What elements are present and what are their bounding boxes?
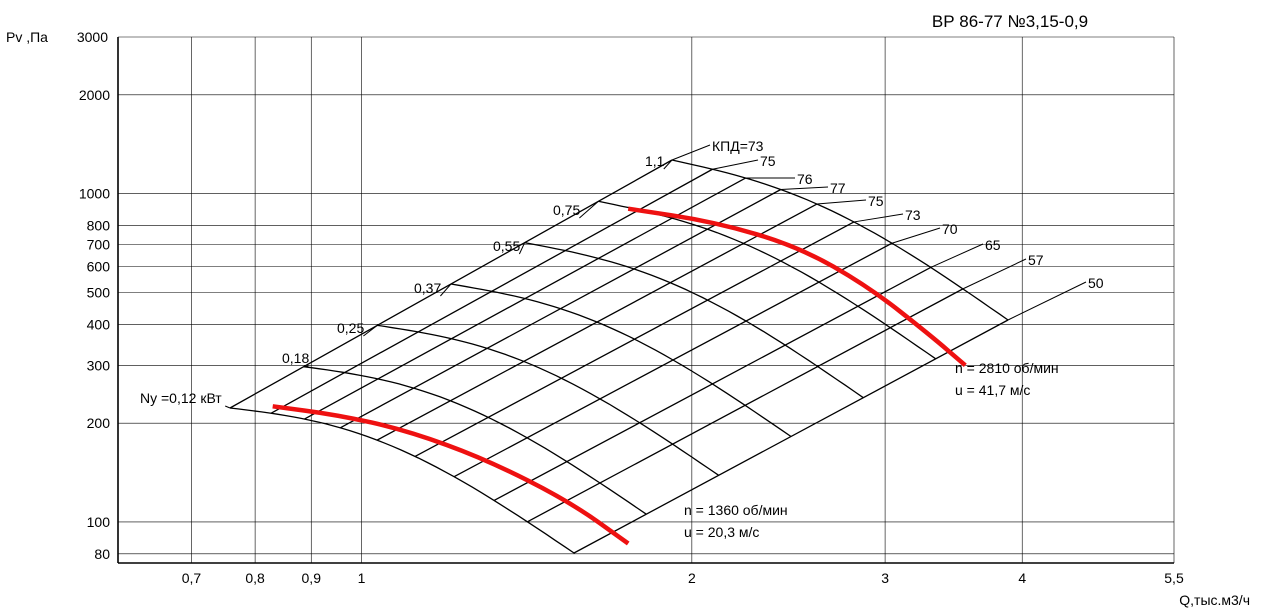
- power-label: Ny =0,12 кВт: [140, 390, 222, 406]
- efficiency-label: 77: [830, 180, 846, 196]
- y-tick-label: 3000: [77, 29, 108, 45]
- speed-label-low: n = 1360 об/мин: [684, 502, 788, 518]
- chart-annotations: Ny =0,12 кВт 0,18 0,25 0,37 0,55 0,75 1,1 КПД=7…: [140, 138, 1104, 406]
- speed-curve-1360: [272, 404, 630, 546]
- x-tick-label: 1: [358, 570, 366, 586]
- y-tick-label: 500: [87, 284, 111, 300]
- tip-speed-label-high: u = 41,7 м/с: [955, 382, 1030, 398]
- power-label: 0,75: [553, 202, 580, 218]
- y-tick-label: 80: [94, 546, 110, 562]
- axis-ticks: 0,7 0,8 0,9 1 2 3 4 5,5300020001000800700600500…: [77, 29, 1184, 586]
- power-leader: [363, 324, 378, 337]
- power-label: 0,25: [337, 320, 364, 336]
- power-leader: [440, 283, 452, 297]
- power-leader: [225, 405, 231, 409]
- power-leader: [518, 242, 526, 255]
- efficiency-label: 75: [868, 193, 884, 209]
- efficiency-label: 70: [942, 221, 958, 237]
- x-tick-label: 5,5: [1164, 570, 1184, 586]
- y-axis-label: Pv ,Па: [6, 29, 48, 45]
- efficiency-leader: [891, 227, 941, 244]
- power-leader: [579, 200, 599, 219]
- speed-curves: [272, 206, 967, 546]
- efficiency-label: 73: [905, 207, 921, 223]
- power-curve: [229, 407, 575, 554]
- speed-label-high: n = 2810 об/мин: [955, 360, 1059, 376]
- power-label: 0,18: [282, 350, 309, 366]
- power-leader: [663, 159, 673, 170]
- fan-curve-field: [225, 144, 1087, 554]
- y-tick-label: 100: [87, 514, 111, 530]
- power-curve: [377, 324, 720, 476]
- y-tick-label: 600: [87, 258, 111, 274]
- y-tick-label: 700: [87, 237, 111, 253]
- x-tick-label: 4: [1018, 570, 1026, 586]
- speed-curve-2810: [627, 206, 967, 368]
- efficiency-leader: [712, 159, 759, 170]
- power-curve: [524, 242, 864, 399]
- power-leader: [303, 365, 309, 368]
- y-tick-label: 800: [87, 217, 111, 233]
- efficiency-label: 65: [985, 237, 1001, 253]
- efficiency-leader: [780, 186, 829, 191]
- efficiency-leader: [1007, 281, 1087, 321]
- efficiency-label: 76: [797, 171, 813, 187]
- efficiency-leader: [853, 213, 904, 223]
- x-tick-label: 0,7: [182, 570, 202, 586]
- x-tick-label: 0,8: [245, 570, 265, 586]
- tip-speed-label-low: u = 20,3 м/с: [684, 524, 759, 540]
- y-tick-label: 2000: [79, 87, 110, 103]
- efficiency-leader: [671, 144, 711, 161]
- chart-title: ВР 86-77 №3,15-0,9: [932, 12, 1088, 31]
- power-label: 0,37: [414, 280, 441, 296]
- efficiency-leader: [930, 243, 984, 268]
- efficiency-label: 57: [1028, 252, 1044, 268]
- chart-grid: [117, 36, 1175, 564]
- power-label: 1,1: [645, 153, 665, 169]
- y-tick-label: 200: [87, 415, 111, 431]
- x-axis-label: Q,тыс.м3/ч: [1179, 592, 1250, 608]
- y-tick-label: 400: [87, 316, 111, 332]
- power-curve: [303, 366, 647, 515]
- x-tick-label: 0,9: [302, 570, 322, 586]
- power-curve: [450, 283, 792, 438]
- x-tick-label: 2: [688, 570, 696, 586]
- efficiency-label: 75: [760, 153, 776, 169]
- power-curve: [671, 159, 1009, 321]
- efficiency-label: 50: [1088, 275, 1104, 291]
- efficiency-leader: [816, 199, 867, 205]
- y-tick-label: 1000: [79, 186, 110, 202]
- y-tick-label: 300: [87, 357, 111, 373]
- power-label: 0,55: [493, 238, 520, 254]
- efficiency-leader: [962, 258, 1027, 290]
- x-tick-label: 3: [881, 570, 889, 586]
- efficiency-label: КПД=73: [712, 138, 764, 154]
